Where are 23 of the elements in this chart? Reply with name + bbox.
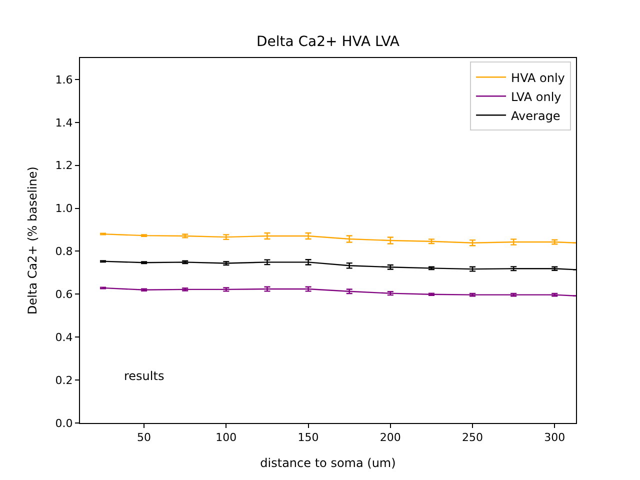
- x-tick-label: 50: [137, 431, 152, 444]
- line-series: [102, 286, 576, 296]
- x-tick-label: 200: [380, 431, 401, 444]
- y-axis-title: Delta Ca2+ (% baseline): [26, 166, 40, 314]
- y-tick-label: 0.6: [55, 288, 73, 302]
- y-tick-label: 1.4: [55, 116, 73, 130]
- x-tick-label: 250: [462, 431, 484, 444]
- x-axis-title: distance to soma (um): [260, 456, 396, 470]
- x-tick-label: 300: [544, 431, 566, 444]
- annotation: results: [124, 369, 164, 383]
- x-tick-label: 150: [298, 431, 319, 444]
- y-tick-label: 1.6: [55, 73, 73, 86]
- y-tick-label: 1.0: [55, 202, 73, 216]
- y-tick-label: 0.0: [55, 416, 73, 430]
- y-tick-label: 0.2: [55, 374, 73, 387]
- y-tick-label: 1.2: [55, 159, 73, 172]
- legend-label: HVA only: [511, 70, 565, 85]
- legend-label: LVA only: [511, 90, 562, 104]
- chart-title: Delta Ca2+ HVA LVA: [256, 34, 400, 50]
- y-tick-label: 0.4: [55, 330, 73, 344]
- y-tick-label: 0.8: [55, 245, 73, 258]
- legend-label: Average: [511, 108, 560, 123]
- x-tick-label: 100: [216, 431, 237, 444]
